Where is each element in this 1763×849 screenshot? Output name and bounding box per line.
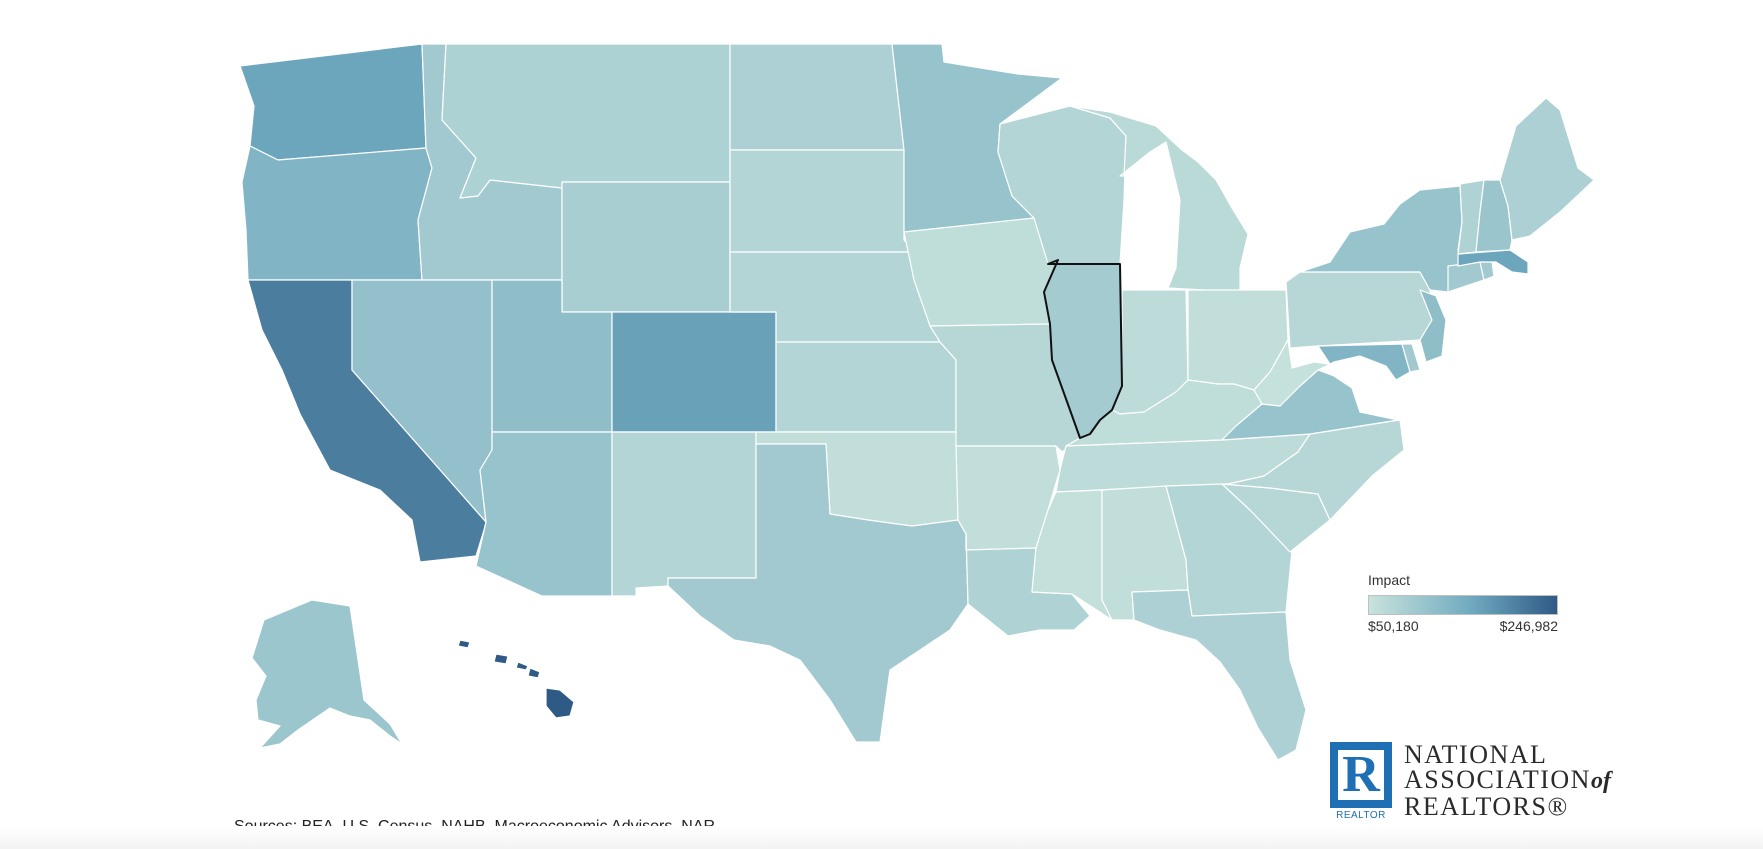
bottom-fade [0,826,1763,849]
legend-min-label: $50,180 [1368,618,1419,634]
state-maine[interactable] [1499,97,1595,241]
state-iowa[interactable] [903,217,1059,327]
state-south-dakota[interactable] [729,149,915,253]
nar-wordmark: NATIONAL ASSOCIATIONof REALTORS® [1404,740,1611,821]
nar-logo: R REALTOR NATIONAL ASSOCIATIONof REALTOR… [1330,742,1611,821]
state-hawaii[interactable] [457,639,575,719]
state-florida[interactable] [1131,589,1307,761]
nar-line-2-suffix: of [1590,768,1611,794]
state-delaware[interactable] [1401,343,1421,373]
nar-line-3: REALTORS® [1404,792,1569,821]
legend-max-label: $246,982 [1499,618,1558,634]
state-illinois[interactable] [1043,259,1123,439]
state-texas[interactable] [667,443,969,743]
state-massachusetts[interactable] [1457,249,1529,275]
state-montana[interactable] [441,43,731,199]
state-michigan[interactable] [1069,105,1249,293]
state-arizona[interactable] [475,431,613,597]
state-north-carolina[interactable] [1221,419,1405,521]
realtor-caption: REALTOR [1336,810,1386,821]
state-new-jersey[interactable] [1419,289,1447,363]
state-pennsylvania[interactable] [1285,271,1433,349]
realtor-r-mark-icon: R [1330,742,1392,808]
legend-color-ramp [1368,595,1558,615]
nar-line-1: NATIONAL [1404,740,1548,769]
legend-title: Impact [1368,572,1411,588]
state-virginia[interactable] [1221,369,1399,441]
legend: Impact $50,180 $246,982 [1368,572,1564,634]
state-colorado[interactable] [611,311,777,433]
state-new-mexico[interactable] [611,431,757,597]
state-kansas[interactable] [775,341,957,433]
state-wyoming[interactable] [561,181,731,313]
realtor-r-letter: R [1342,746,1380,803]
state-connecticut[interactable] [1447,261,1485,293]
state-north-dakota[interactable] [729,43,905,151]
state-oregon[interactable] [241,145,433,281]
state-washington[interactable] [239,43,427,161]
nar-line-2: ASSOCIATION [1404,765,1591,794]
state-alaska[interactable] [251,599,403,749]
